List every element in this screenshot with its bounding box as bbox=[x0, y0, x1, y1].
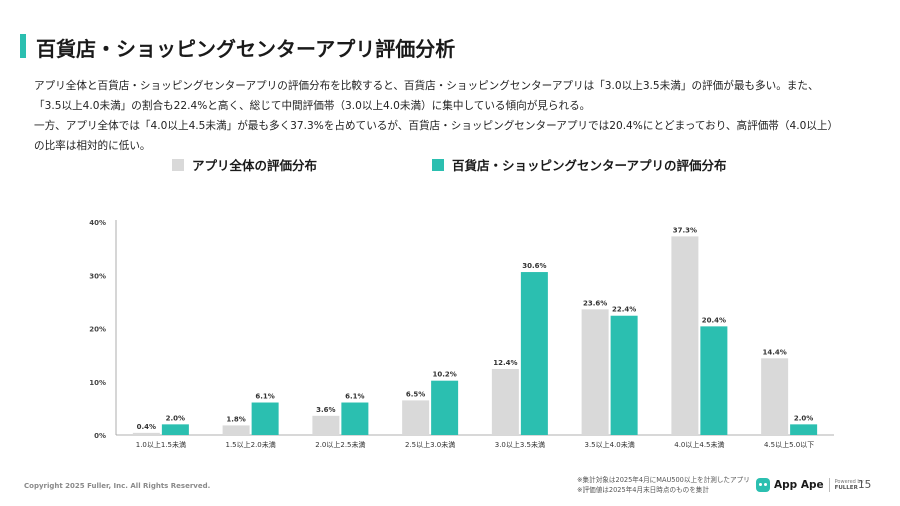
x-tick-label: 4.0以上4.5未満 bbox=[674, 440, 724, 449]
page-title: 百貨店・ショッピングセンターアプリ評価分析 bbox=[36, 37, 456, 61]
rating-distribution-chart: 0% 10% 20% 30% 40% 0.4% 2.0% 1.0以上1.5未満 1.8% 6.1%… bbox=[89, 219, 834, 449]
brand-powered-text: Powered by bbox=[834, 479, 864, 485]
data-label-all-apps: 23.6% bbox=[583, 299, 607, 307]
legend-item-all-apps: アプリ全体の評価分布 bbox=[172, 155, 317, 174]
footer-note: ※集計対象は2025年4月にMAU500以上を計測したアプリ bbox=[577, 476, 750, 484]
bar-dept-apps bbox=[520, 272, 548, 435]
brand-logo: App Ape Powered by FULLER bbox=[756, 478, 864, 492]
legend-label-dept-apps: 百貨店・ショッピングセンターアプリの評価分布 bbox=[452, 158, 727, 173]
data-label-all-apps: 1.8% bbox=[226, 415, 245, 423]
bar-dept-apps bbox=[161, 424, 189, 435]
bar-all-apps bbox=[312, 415, 340, 435]
description-line: 一方、アプリ全体では「4.0以上4.5未満」が最も多く37.3%を占めているが、… bbox=[34, 120, 839, 132]
legend-item-dept-apps: 百貨店・ショッピングセンターアプリの評価分布 bbox=[432, 155, 727, 174]
description-line: の比率は相対的に低い。 bbox=[34, 140, 151, 152]
bar-all-apps bbox=[761, 358, 789, 435]
data-label-dept-apps: 2.0% bbox=[794, 414, 813, 422]
description-line: 「3.5以上4.0未満」の割合も22.4%と高く、総じて中間評価帯（3.0以上4… bbox=[34, 100, 591, 112]
brand-company: FULLER bbox=[834, 485, 858, 491]
x-tick-label: 2.0以上2.5未満 bbox=[315, 440, 365, 449]
data-label-dept-apps: 10.2% bbox=[432, 371, 456, 379]
app-ape-icon bbox=[756, 478, 770, 492]
brand-powered: Powered by FULLER bbox=[835, 479, 864, 491]
legend-label-all-apps: アプリ全体の評価分布 bbox=[192, 158, 318, 173]
bar-all-apps bbox=[402, 400, 430, 435]
bar-all-apps bbox=[491, 368, 519, 435]
bar-all-apps bbox=[222, 425, 250, 435]
copyright: Copyright 2025 Fuller, Inc. All Rights R… bbox=[24, 482, 211, 490]
description-line: アプリ全体と百貨店・ショッピングセンターアプリの評価分布を比較すると、百貨店・シ… bbox=[34, 80, 819, 92]
x-tick-label: 3.5以上4.0未満 bbox=[584, 440, 634, 449]
bar-all-apps bbox=[132, 432, 160, 435]
description: アプリ全体と百貨店・ショッピングセンターアプリの評価分布を比較すると、百貨店・シ… bbox=[34, 76, 874, 156]
x-tick-label: 1.5以上2.0未満 bbox=[225, 440, 275, 449]
bar-all-apps bbox=[581, 309, 609, 435]
bar-dept-apps bbox=[341, 402, 369, 435]
y-tick-label: 40% bbox=[89, 219, 106, 227]
data-label-all-apps: 12.4% bbox=[493, 359, 517, 367]
brand-divider bbox=[828, 478, 830, 492]
data-label-all-apps: 3.6% bbox=[316, 406, 335, 414]
data-label-all-apps: 0.4% bbox=[137, 423, 156, 431]
data-label-all-apps: 14.4% bbox=[762, 348, 786, 356]
page-number: 15 bbox=[858, 479, 872, 491]
footer-note: ※評価値は2025年4月末日時点のものを集計 bbox=[577, 485, 709, 494]
bar-dept-apps bbox=[790, 424, 818, 435]
legend-swatch-dept-apps bbox=[432, 158, 444, 171]
data-label-dept-apps: 6.1% bbox=[345, 393, 364, 401]
data-label-dept-apps: 22.4% bbox=[612, 306, 636, 314]
data-label-dept-apps: 6.1% bbox=[255, 393, 274, 401]
bar-dept-apps bbox=[610, 315, 638, 435]
x-tick-label: 3.0以上3.5未満 bbox=[495, 440, 545, 449]
x-tick-label: 4.5以上5.0以下 bbox=[764, 440, 814, 449]
data-label-dept-apps: 20.4% bbox=[702, 316, 726, 324]
data-label-all-apps: 6.5% bbox=[406, 390, 425, 398]
data-label-dept-apps: 2.0% bbox=[166, 414, 185, 422]
data-label-dept-apps: 30.6% bbox=[522, 262, 546, 270]
bar-dept-apps bbox=[251, 402, 279, 435]
y-tick-label: 10% bbox=[89, 379, 106, 387]
data-label-all-apps: 37.3% bbox=[673, 226, 697, 234]
bar-dept-apps bbox=[700, 326, 728, 435]
x-tick-label: 1.0以上1.5未満 bbox=[136, 440, 186, 449]
brand-name: App Ape bbox=[774, 479, 824, 491]
y-tick-label: 30% bbox=[89, 272, 106, 280]
bar-all-apps bbox=[671, 236, 699, 435]
footer-notes: ※集計対象は2025年4月にMAU500以上を計測したアプリ ※評価値は2025… bbox=[577, 476, 750, 495]
x-tick-label: 2.5以上3.0未満 bbox=[405, 440, 455, 449]
legend-swatch-all-apps bbox=[172, 158, 184, 171]
title-accent-bar bbox=[20, 34, 26, 58]
y-tick-label: 0% bbox=[94, 432, 106, 440]
y-tick-label: 20% bbox=[89, 326, 106, 334]
bar-dept-apps bbox=[431, 380, 459, 435]
